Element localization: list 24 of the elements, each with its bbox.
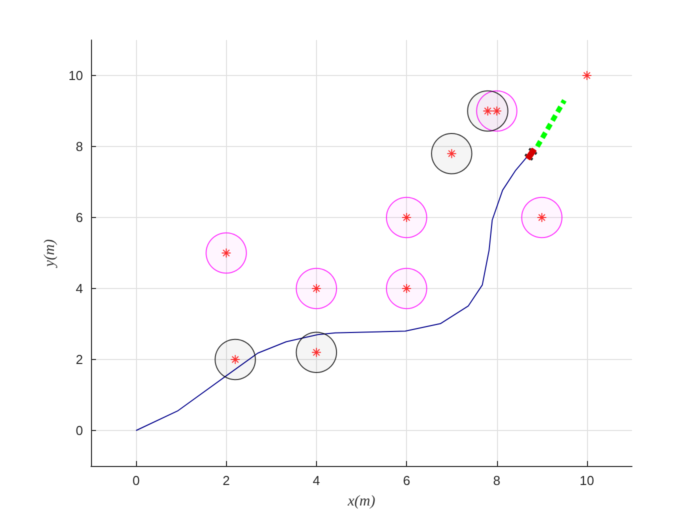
point <box>296 332 338 374</box>
x-axis-title: x(m) <box>346 494 376 510</box>
x-tick-label: 10 <box>580 473 594 488</box>
y-tick-label: 8 <box>76 139 83 154</box>
y-tick-label: 6 <box>76 210 83 225</box>
y-tick-label: 10 <box>68 68 83 83</box>
y-axis-title: y(m) <box>42 239 58 269</box>
x-tick-label: 6 <box>402 473 410 488</box>
x-tick-label: 8 <box>493 473 500 488</box>
point <box>582 70 592 80</box>
point <box>521 196 562 238</box>
point <box>386 196 428 238</box>
point <box>206 232 247 274</box>
x-tick-label: 2 <box>222 473 230 488</box>
point <box>431 132 472 174</box>
point <box>296 268 338 310</box>
y-tick-label: 4 <box>76 281 83 296</box>
point <box>386 268 428 310</box>
y-tick-label: 2 <box>76 352 83 367</box>
point <box>467 90 508 132</box>
x-tick-label: 4 <box>312 473 320 488</box>
y-tick-label: 0 <box>76 423 83 438</box>
point <box>214 338 256 380</box>
x-tick-label: 0 <box>132 473 140 488</box>
